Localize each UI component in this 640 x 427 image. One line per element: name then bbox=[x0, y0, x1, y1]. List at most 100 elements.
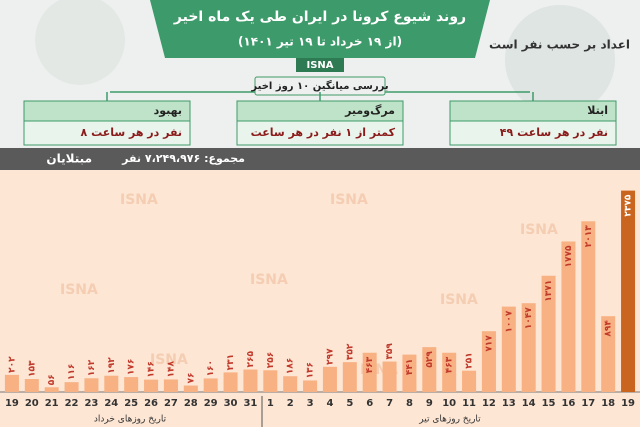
x-tick-label: 4 bbox=[326, 398, 333, 409]
value-label: ۲۰۱۳ bbox=[584, 225, 594, 247]
bar bbox=[223, 372, 238, 392]
x-tick-label: 8 bbox=[406, 398, 413, 409]
watermark: ISNA bbox=[520, 222, 558, 238]
bar bbox=[521, 303, 536, 392]
watermark: ISNA bbox=[250, 272, 288, 288]
x-tick-label: 7 bbox=[386, 398, 393, 409]
x-tick-label: 24 bbox=[104, 398, 118, 409]
bar bbox=[144, 379, 159, 392]
x-tick-label: 13 bbox=[502, 398, 516, 409]
value-label: ۵۲۹ bbox=[425, 351, 435, 368]
x-tick-label: 21 bbox=[45, 398, 59, 409]
value-label: ۱۸۶ bbox=[286, 358, 296, 374]
x-tick-label: 22 bbox=[65, 398, 79, 409]
bar bbox=[124, 377, 139, 392]
bar bbox=[183, 385, 198, 392]
x-tick-label: 19 bbox=[621, 398, 635, 409]
chart-subtitle: مجموع: ۷،۲۴۹،۹۷۶ نفر bbox=[121, 152, 245, 165]
value-label: ۴۶۳ bbox=[365, 356, 375, 373]
value-label: ۱۶۰ bbox=[206, 360, 216, 376]
bar bbox=[402, 354, 417, 392]
bar bbox=[44, 387, 59, 392]
subtitle: (از ۱۹ خرداد تا ۱۹ تیر ۱۴۰۱) bbox=[238, 35, 402, 49]
bar bbox=[422, 347, 437, 392]
value-label: ۱۳۶ bbox=[306, 362, 316, 378]
x-tick-label: 31 bbox=[243, 398, 257, 409]
bar bbox=[342, 362, 357, 392]
box-label: ابتلا bbox=[587, 104, 608, 117]
value-label: ۷۱۷ bbox=[484, 335, 494, 352]
value-label: ۲۶۵ bbox=[246, 351, 256, 368]
value-label: ۱۷۶ bbox=[127, 359, 137, 375]
value-label: ۲۳۷۵ bbox=[624, 194, 634, 216]
value-label: ۸۹۴ bbox=[604, 320, 614, 337]
bar bbox=[462, 370, 477, 392]
box-value: ۴۹ نفر در هر ساعت bbox=[500, 126, 608, 139]
bar bbox=[163, 379, 178, 392]
x-tick-label: 14 bbox=[522, 398, 536, 409]
box-label: مرگ‌ومیر bbox=[344, 103, 395, 117]
x-tick-label: 1 bbox=[267, 398, 274, 409]
value-label: ۴۴۱ bbox=[405, 359, 415, 375]
title-banner bbox=[150, 0, 490, 58]
bar bbox=[64, 382, 79, 392]
bar bbox=[442, 352, 457, 392]
bar bbox=[382, 361, 397, 392]
bar bbox=[84, 378, 99, 392]
bar bbox=[243, 369, 258, 392]
box-value: کمتر از ۱ نفر در هر ساعت bbox=[251, 126, 396, 139]
x-tick-label: 10 bbox=[442, 398, 456, 409]
bar bbox=[362, 352, 377, 392]
x-tick-label: 15 bbox=[542, 398, 556, 409]
value-label: ۲۹۷ bbox=[325, 348, 335, 365]
chart-header-bar bbox=[0, 148, 640, 170]
watermark: ISNA bbox=[440, 292, 478, 308]
title: روند شیوع کرونا در ایران طی یک ماه اخیر bbox=[173, 9, 466, 25]
value-label: ۲۰۲ bbox=[7, 356, 17, 373]
bar bbox=[501, 306, 516, 392]
bar bbox=[104, 375, 119, 392]
value-label: ۱۹۲ bbox=[107, 357, 117, 374]
bar bbox=[481, 331, 496, 392]
value-label: ۴۶۳ bbox=[445, 356, 455, 373]
value-label: ۱۶۲ bbox=[87, 359, 97, 376]
watermark: ISNA bbox=[60, 282, 98, 298]
bar bbox=[24, 379, 39, 392]
value-label: ۳۵۲ bbox=[345, 343, 355, 360]
x-tick-label: 12 bbox=[482, 398, 496, 409]
bar bbox=[283, 376, 298, 392]
logo: ISNA bbox=[306, 60, 333, 71]
watermark: ISNA bbox=[330, 192, 368, 208]
value-label: ۱۵۳ bbox=[27, 360, 37, 377]
box-value: ۸ نفر در هر ساعت bbox=[81, 126, 182, 139]
x-tick-label: 9 bbox=[426, 398, 433, 409]
x-tick-label: 30 bbox=[224, 398, 238, 409]
value-label: ۱۱۶ bbox=[67, 364, 77, 380]
value-label: ۲۵۶ bbox=[266, 352, 276, 368]
average-note: بررسی میانگین ۱۰ روز اخیر bbox=[250, 79, 388, 92]
bar bbox=[621, 190, 636, 392]
value-label: ۳۵۹ bbox=[385, 343, 395, 360]
value-label: ۱۰۰۷ bbox=[504, 310, 514, 332]
value-label: ۱۰۴۷ bbox=[524, 307, 534, 329]
bar bbox=[322, 366, 337, 392]
unit-note: اعداد بر حسب نفر است bbox=[489, 38, 630, 52]
box-label: بهبود bbox=[154, 104, 182, 117]
bar bbox=[581, 221, 596, 392]
bar bbox=[561, 241, 576, 392]
x-tick-label: 28 bbox=[184, 398, 198, 409]
summary-boxes: ابتلا ۴۹ نفر در هر ساعت مرگ‌ومیر کمتر از ۱ … bbox=[23, 92, 617, 146]
x-tick-label: 27 bbox=[164, 398, 178, 409]
box-body bbox=[23, 120, 191, 146]
watermark: ISNA bbox=[120, 192, 158, 208]
bar bbox=[541, 275, 556, 392]
bar bbox=[4, 374, 19, 392]
value-label: ۱۳۷۱ bbox=[544, 280, 554, 302]
value-label: ۷۶ bbox=[186, 373, 196, 384]
value-label: ۲۵۱ bbox=[465, 352, 475, 368]
value-label: ۱۴۸ bbox=[166, 360, 176, 377]
value-label: ۲۳۱ bbox=[226, 354, 236, 370]
x-tick-label: 3 bbox=[307, 398, 314, 409]
x-tick-label: 19 bbox=[5, 398, 19, 409]
bar bbox=[303, 380, 318, 392]
